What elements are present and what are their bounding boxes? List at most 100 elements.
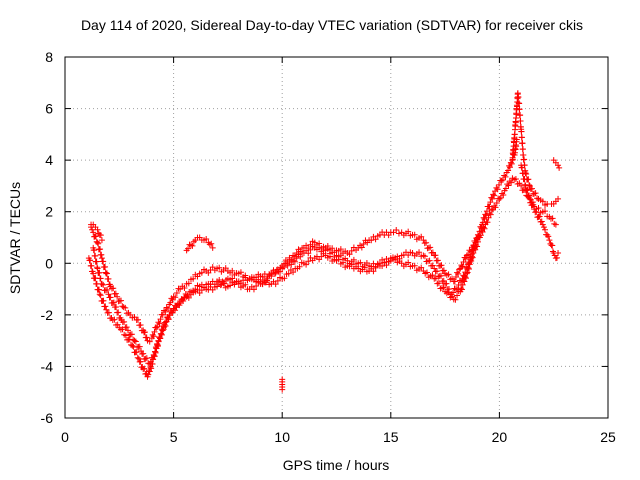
data-point	[91, 247, 98, 254]
data-point	[553, 254, 560, 261]
data-point	[484, 219, 491, 226]
data-point	[134, 316, 141, 323]
data-point	[358, 244, 365, 251]
data-point	[538, 218, 545, 225]
data-point	[272, 269, 279, 276]
data-point	[203, 236, 210, 243]
data-point	[227, 282, 234, 289]
data-point	[94, 226, 101, 233]
data-point	[172, 307, 179, 314]
data-point	[528, 185, 535, 192]
data-point	[216, 264, 223, 271]
data-point	[337, 246, 344, 253]
data-point	[158, 331, 165, 338]
data-point	[113, 303, 120, 310]
data-point	[468, 253, 475, 260]
y-axis-label: SDTVAR / TECUs	[7, 182, 23, 294]
data-point	[145, 371, 152, 378]
data-point	[432, 252, 439, 259]
data-point	[393, 227, 400, 234]
data-point	[493, 199, 500, 206]
data-point	[517, 118, 524, 125]
data-point	[98, 251, 105, 258]
data-point	[477, 232, 484, 239]
data-point	[253, 282, 260, 289]
data-point	[142, 355, 149, 362]
data-point	[526, 192, 533, 199]
data-point	[190, 275, 197, 282]
data-point	[105, 309, 112, 316]
data-point	[424, 269, 430, 276]
data-point	[303, 261, 310, 268]
data-point	[504, 181, 511, 188]
data-point	[518, 134, 525, 141]
data-point	[305, 258, 312, 265]
data-point	[493, 184, 500, 191]
data-point	[132, 338, 139, 345]
data-point	[316, 240, 323, 247]
data-point	[124, 327, 131, 334]
data-point	[456, 266, 463, 273]
data-point	[141, 329, 148, 336]
data-point	[130, 343, 137, 350]
data-point	[185, 245, 192, 252]
data-point	[454, 269, 461, 276]
data-point	[454, 292, 461, 299]
data-point	[492, 204, 499, 211]
data-point	[516, 106, 523, 113]
data-point	[463, 252, 470, 259]
data-point	[90, 270, 97, 277]
data-point	[464, 269, 471, 276]
data-point	[169, 296, 176, 303]
data-point	[97, 275, 104, 282]
series-track-d	[509, 90, 562, 209]
data-point	[259, 280, 266, 287]
data-point	[242, 281, 249, 288]
series-track-g	[183, 234, 216, 254]
data-point	[466, 247, 473, 254]
data-point	[469, 254, 476, 261]
data-point	[123, 324, 130, 331]
data-point	[208, 240, 215, 247]
data-point	[556, 164, 563, 171]
data-point	[491, 202, 498, 209]
data-point	[440, 284, 447, 291]
data-point	[163, 304, 170, 311]
data-point	[420, 237, 427, 244]
y-tick-label: 6	[45, 101, 53, 117]
data-point	[97, 246, 104, 253]
data-point	[157, 335, 164, 342]
data-point	[129, 342, 136, 349]
data-point	[97, 232, 104, 239]
data-point	[122, 332, 129, 339]
x-tick-label: 25	[600, 429, 616, 445]
data-point	[494, 186, 501, 193]
data-point	[134, 354, 141, 361]
data-point	[451, 278, 458, 285]
data-point	[100, 281, 107, 288]
data-point	[173, 289, 180, 296]
x-tick-label: 5	[170, 429, 178, 445]
data-point	[416, 249, 423, 256]
data-point	[411, 262, 418, 269]
data-point	[555, 195, 562, 202]
data-point	[435, 280, 442, 287]
data-point	[519, 140, 526, 147]
data-point	[519, 164, 526, 171]
data-point	[152, 349, 159, 356]
data-point	[285, 270, 292, 277]
data-point	[160, 326, 167, 333]
data-point	[100, 258, 107, 265]
data-point	[229, 275, 236, 282]
data-point	[517, 112, 524, 119]
data-point	[307, 241, 314, 248]
data-point	[462, 255, 469, 262]
data-point	[463, 270, 470, 277]
data-point	[506, 164, 513, 171]
data-point	[452, 296, 459, 303]
ticks-layer: 0 5 10 15 20 25 -6 -4 -2 0 2 4 6 8	[41, 49, 616, 445]
data-point	[376, 260, 383, 267]
y-tick-label: 0	[45, 255, 53, 271]
data-point	[275, 268, 282, 275]
data-point	[250, 286, 257, 293]
